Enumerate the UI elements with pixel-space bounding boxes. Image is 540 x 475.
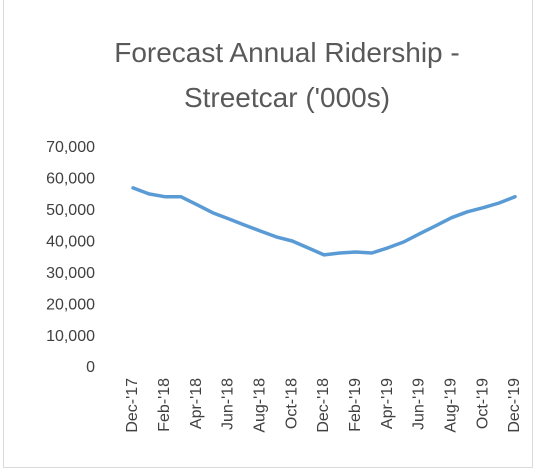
- y-tick-label: 50,000: [46, 202, 95, 219]
- x-tick-label: Apr-'19: [379, 378, 396, 429]
- y-tick-label: 10,000: [46, 328, 95, 345]
- y-tick-label: 30,000: [46, 265, 95, 282]
- x-tick-label: Oct-'18: [283, 378, 300, 429]
- chart-title: Forecast Annual Ridership - Streetcar ('…: [114, 37, 460, 113]
- x-tick-label: Dec-'18: [315, 378, 332, 433]
- y-tick-label: 40,000: [46, 234, 95, 251]
- x-tick-label: Feb-'18: [156, 378, 173, 432]
- y-tick-label: 20,000: [46, 296, 95, 313]
- x-tick-label: Feb-'19: [347, 378, 364, 432]
- x-tick-label: Jun-'18: [220, 378, 237, 430]
- x-tick-label: Dec-'19: [506, 378, 523, 433]
- x-tick-label: Aug-'19: [443, 378, 460, 433]
- x-tick-label: Jun-'19: [411, 378, 428, 430]
- x-tick-label: Oct-'19: [474, 378, 491, 429]
- x-tick-label: Aug-'18: [252, 378, 269, 433]
- y-tick-label: 70,000: [46, 139, 95, 156]
- x-tick-label: Dec-'17: [124, 378, 141, 433]
- x-tick-label: Apr-'18: [188, 378, 205, 429]
- y-tick-label: 0: [86, 359, 95, 376]
- series-line: [131, 186, 517, 257]
- y-tick-label: 60,000: [46, 171, 95, 188]
- chart-frame: [3, 0, 533, 468]
